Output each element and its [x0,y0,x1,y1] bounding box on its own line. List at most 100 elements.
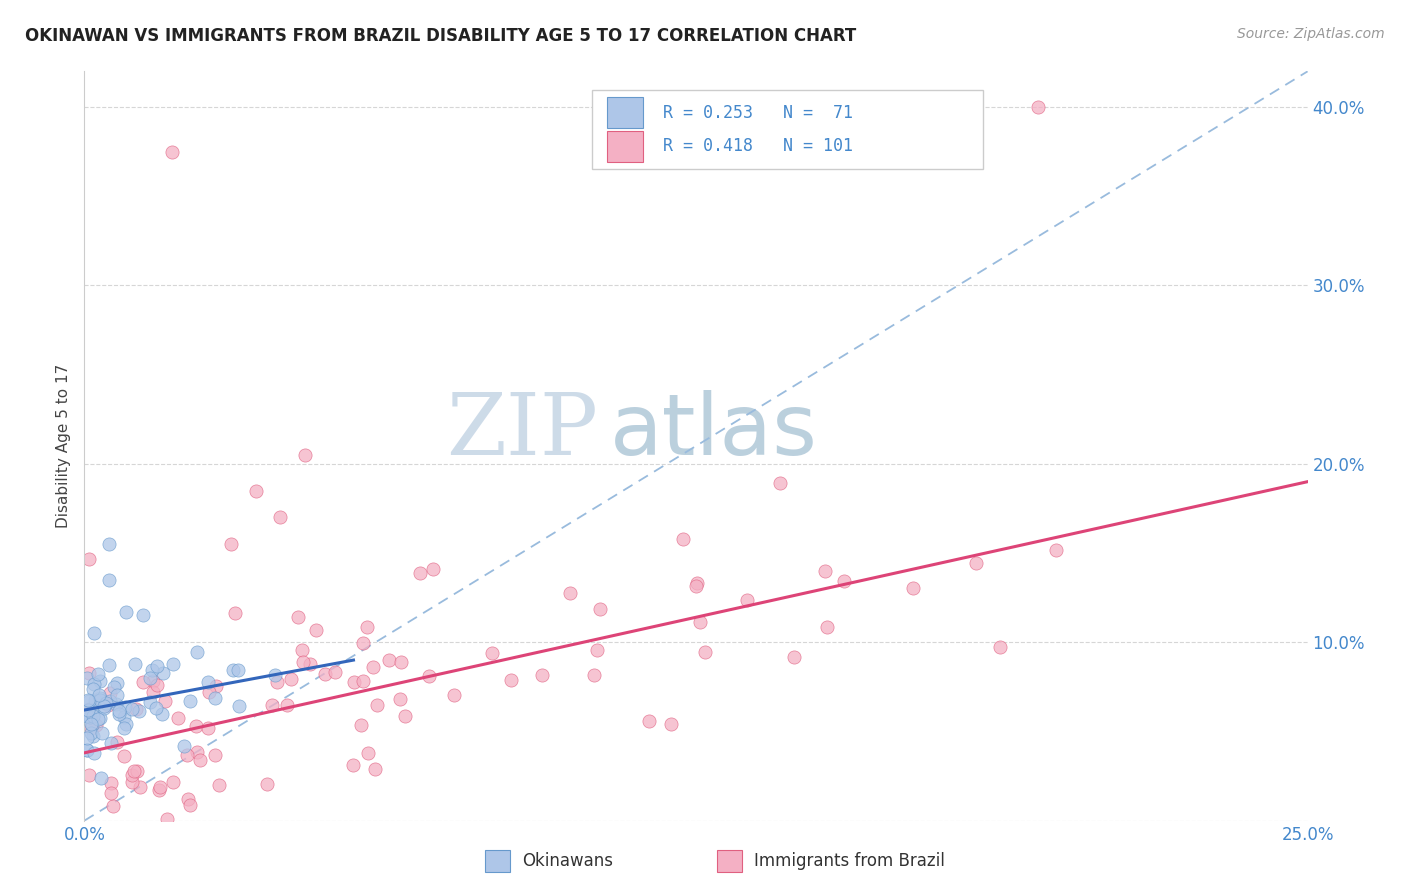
Point [481,646,503,660]
Point [82,709,104,723]
Point [262,698,284,712]
Point [82,681,104,696]
Point [80,707,103,722]
Point [98,694,121,708]
Y-axis label: Disability Age 5 to 17: Disability Age 5 to 17 [56,364,72,528]
Point [121,702,143,716]
Point [125,702,148,716]
Point [366,698,388,712]
Point [83,626,105,640]
Point [256,777,278,791]
Point [77,703,100,717]
Point [146,678,169,692]
Point [100,776,122,790]
Point [176,747,198,762]
Point [443,688,465,702]
Point [139,696,162,710]
Point [145,701,167,715]
Point [121,768,143,782]
Point [901,582,924,596]
Point [125,764,148,779]
Point [314,666,336,681]
Point [558,585,581,599]
Point [105,697,128,711]
Point [138,671,160,685]
Point [672,532,695,546]
Point [89,711,111,725]
Point [77,701,100,715]
Point [80,718,103,732]
Point [204,690,226,705]
Point [83,693,105,707]
Point [153,694,176,708]
Point [128,704,150,718]
Point [152,666,174,681]
Point [269,510,291,524]
Point [292,655,315,669]
Bar [606,130,644,162]
Point [814,564,837,578]
Point [350,717,373,731]
Point [177,791,200,805]
Point [77,768,100,782]
Point [343,675,366,690]
Text: Source: ZipAtlas.com: Source: ZipAtlas.com [1237,27,1385,41]
Point [114,721,136,735]
Point [965,556,987,570]
Point [80,721,103,735]
Point [90,771,112,785]
Point [105,688,128,702]
Point [83,677,105,691]
Point [179,798,201,813]
Point [141,663,163,677]
Point [1045,543,1067,558]
Point [264,668,287,682]
Text: R = 0.253   N =  71: R = 0.253 N = 71 [664,103,853,121]
Point [408,566,430,580]
Point [100,786,122,800]
Point [737,593,759,607]
Point [98,658,121,673]
Point [89,674,111,689]
Point [132,674,155,689]
Point [186,745,208,759]
Point [342,757,364,772]
Point [108,704,131,718]
Point [245,483,267,498]
Text: OKINAWAN VS IMMIGRANTS FROM BRAZIL DISABILITY AGE 5 TO 17 CORRELATION CHART: OKINAWAN VS IMMIGRANTS FROM BRAZIL DISAB… [25,27,856,45]
Point [659,717,682,731]
Point [422,561,444,575]
Point [352,674,374,689]
Bar [606,97,644,128]
Point [80,717,103,731]
Point [129,780,152,795]
Point [79,710,101,724]
Point [815,620,838,634]
Point [988,640,1011,655]
Point [89,691,111,706]
Point [389,691,412,706]
Point [132,608,155,623]
Point [589,602,612,616]
Point [93,699,115,714]
Point [108,707,131,722]
Point [638,714,661,728]
Text: Immigrants from Brazil: Immigrants from Brazil [754,852,945,870]
Point [98,686,121,700]
Point [418,669,440,683]
Point [179,693,201,707]
Point [93,701,115,715]
Point [105,734,128,748]
Point [103,680,125,694]
Point [156,812,179,826]
Point [208,778,231,792]
Point [204,747,226,762]
Point [305,623,328,637]
Point [294,448,316,462]
Point [782,650,804,665]
Point [361,659,384,673]
Point [695,645,717,659]
Point [499,673,522,688]
Point [1028,100,1050,114]
Point [90,726,112,740]
